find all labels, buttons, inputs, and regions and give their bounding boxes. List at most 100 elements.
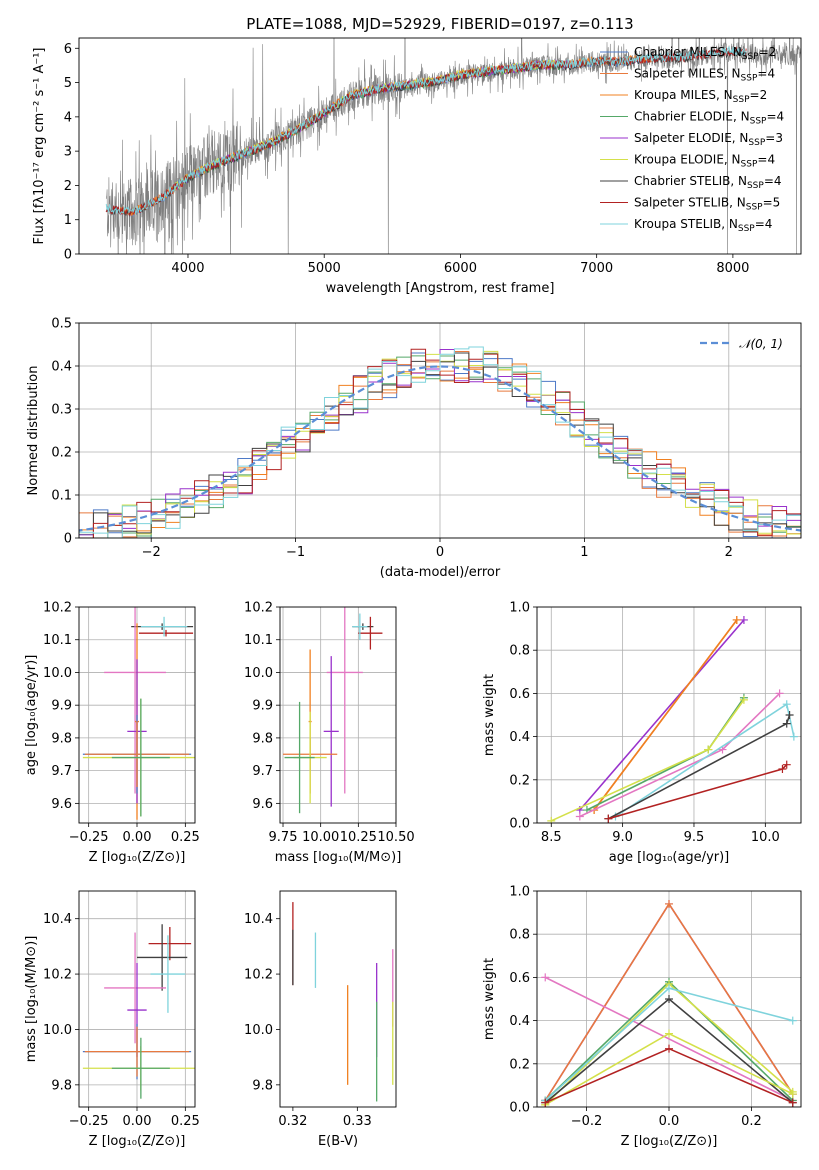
y-tick-label: 5 [64,76,72,91]
y-tick-label: 9.7 [51,764,72,779]
x-tick-label: 8.5 [541,830,562,845]
legend-entry: Chabrier MILES, NSSP=2 [634,45,776,62]
x-axis-label: Z [log₁₀(Z/Z⊙)] [89,850,186,865]
x-tick-label: 0.33 [343,1114,372,1129]
y-tick-label: 0.4 [509,730,530,745]
axes-frame [536,890,802,1108]
y-tick-label: 0.6 [509,687,530,702]
y-tick-label: 10.2 [43,968,72,983]
data-point-marker [665,1044,673,1053]
series-line [608,764,788,820]
data-point-marker [739,615,748,624]
y-tick-label: 6 [64,42,72,57]
data-point-marker [782,719,791,728]
data-point-marker [788,1090,797,1099]
data-point-marker [732,615,741,624]
y-tick-label: 9.8 [252,1078,273,1093]
data-point-marker [541,1098,550,1107]
x-tick-label: 0.2 [741,1114,762,1129]
x-tick-label: 10.50 [377,830,414,845]
data-point-marker [739,695,748,704]
series-line [550,699,745,822]
panel-mass-vs-Z: −0.25 0.00 0.25 9.8 10.0 10.2 10.4 Z [log₁₀(Z/Z… [24,890,200,1149]
y-tick-label: 10.1 [43,633,72,648]
data-point-marker [541,973,550,982]
y-tick-label: 9.9 [51,699,72,714]
x-tick-label: 2 [725,545,733,560]
x-tick-label: 10.00 [302,830,339,845]
data-point-marker [785,711,794,719]
y-tick-label: 0.8 [509,644,530,659]
data-point-marker [665,984,673,993]
data-point-marker [547,816,556,823]
y-tick-label: 10.4 [244,912,273,927]
x-tick-label: −0.25 [69,830,109,845]
x-tick-label: 0.0 [659,1114,680,1129]
x-tick-label: 4000 [171,261,204,276]
y-tick-label: 2 [64,179,72,194]
axes-frame [78,322,802,539]
plot-area [280,607,396,823]
y-axis-label: mass weight [482,958,497,1040]
y-tick-label: 0.2 [509,773,530,788]
y-tick-label: 9.8 [252,731,273,746]
y-tick-label: 0.4 [509,1014,530,1029]
x-tick-label: 0.32 [278,1114,307,1129]
y-tick-label: 10.2 [43,601,72,616]
y-tick-label: 0.0 [509,817,530,832]
x-tick-label: −2 [142,545,161,560]
x-tick-label: −1 [286,545,305,560]
series-line [593,619,738,811]
data-point-marker [778,765,787,773]
legend: Chabrier MILES, NSSP=2 Salpeter MILES, NS… [600,45,784,234]
x-tick-label: 5000 [308,261,341,276]
x-tick-label: 9.75 [269,830,298,845]
panel-age-vs-Z: −0.25 0.00 0.25 9.6 9.7 9.8 9.9 10.0 10.1 10.2 Z [… [24,601,200,866]
plot-area [105,38,801,254]
panel-age-vs-mass: 9.75 10.00 10.25 10.50 9.6 9.7 9.8 9.9 10.0 10.1 1… [244,601,415,866]
y-tick-label: 0.3 [51,403,72,418]
x-tick-label: 10.0 [751,830,780,845]
y-tick-label: 9.6 [51,797,72,812]
panel-spectrum: 4000 5000 6000 7000 8000 0 1 2 3 4 5 6 wavelength [A… [32,37,802,296]
y-axis-label: mass weight [482,674,497,756]
y-tick-label: 0.2 [509,1057,530,1072]
y-tick-label: 10.0 [43,666,72,681]
axes-frame [78,606,196,824]
axes-frame [536,606,802,824]
series-line [579,619,745,811]
x-tick-label: 0.25 [171,1114,200,1129]
plot-area [537,607,801,823]
y-axis-label: Normed distribution [26,366,41,496]
legend: 𝒩(0, 1) [700,337,783,351]
plot-area [79,607,195,823]
plot-area [537,891,801,1107]
y-tick-label: 10.0 [244,666,273,681]
plot-area [79,323,801,538]
x-tick-label: −0.25 [69,1114,109,1129]
y-tick-label: 9.7 [252,764,273,779]
plot-area [292,902,394,1102]
data-point-marker [604,814,613,823]
model-line [105,46,747,215]
axes-frame [78,37,802,255]
data-point-marker [788,1098,797,1107]
legend-entry: Salpeter ELODIE, NSSP=3 [634,131,783,148]
data-point-marker [665,1029,673,1038]
legend-entry: Salpeter STELIB, NSSP=5 [634,196,780,213]
panel-mass-vs-EBV: 0.32 0.33 9.8 10.0 10.2 10.4 E(B-V) [244,890,397,1149]
y-tick-label: 9.9 [252,699,273,714]
x-tick-label: 0.00 [123,1114,152,1129]
x-tick-label: 9.5 [684,830,705,845]
x-tick-label: 0.00 [123,830,152,845]
series-line [615,702,795,818]
y-tick-label: 10.2 [244,968,273,983]
y-tick-label: 9.8 [51,731,72,746]
x-axis-label: E(B-V) [318,1134,358,1149]
y-tick-label: 10.0 [244,1023,273,1038]
y-tick-label: 0.1 [51,489,72,504]
y-tick-label: 0.0 [509,1101,530,1116]
y-tick-label: 9.6 [252,797,273,812]
y-tick-label: 0 [64,248,72,263]
y-tick-label: 3 [64,145,72,160]
